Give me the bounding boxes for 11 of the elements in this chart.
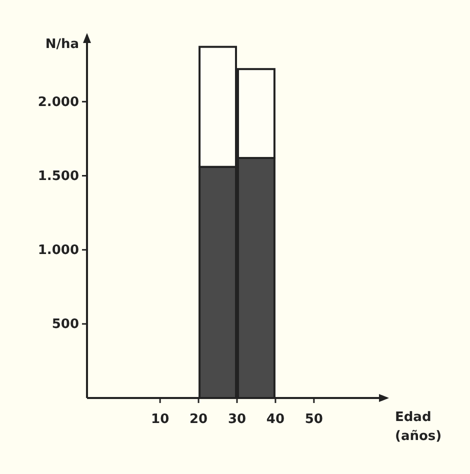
x-tick-label: 10 bbox=[151, 412, 170, 427]
x-tick-label: 20 bbox=[189, 412, 208, 427]
y-axis-title: N/ha bbox=[45, 37, 79, 52]
x-axis-title: Edad (años) bbox=[395, 410, 442, 444]
x-tick-label: 50 bbox=[304, 412, 323, 427]
y-tick-label: 500 bbox=[52, 317, 79, 332]
y-tick-label: 1.000 bbox=[38, 242, 79, 258]
y-tick-label: 2.000 bbox=[38, 94, 79, 110]
y-tick-label: 1.500 bbox=[38, 168, 79, 184]
x-tick-label: 30 bbox=[228, 412, 246, 427]
x-tick-label: 40 bbox=[266, 412, 285, 427]
